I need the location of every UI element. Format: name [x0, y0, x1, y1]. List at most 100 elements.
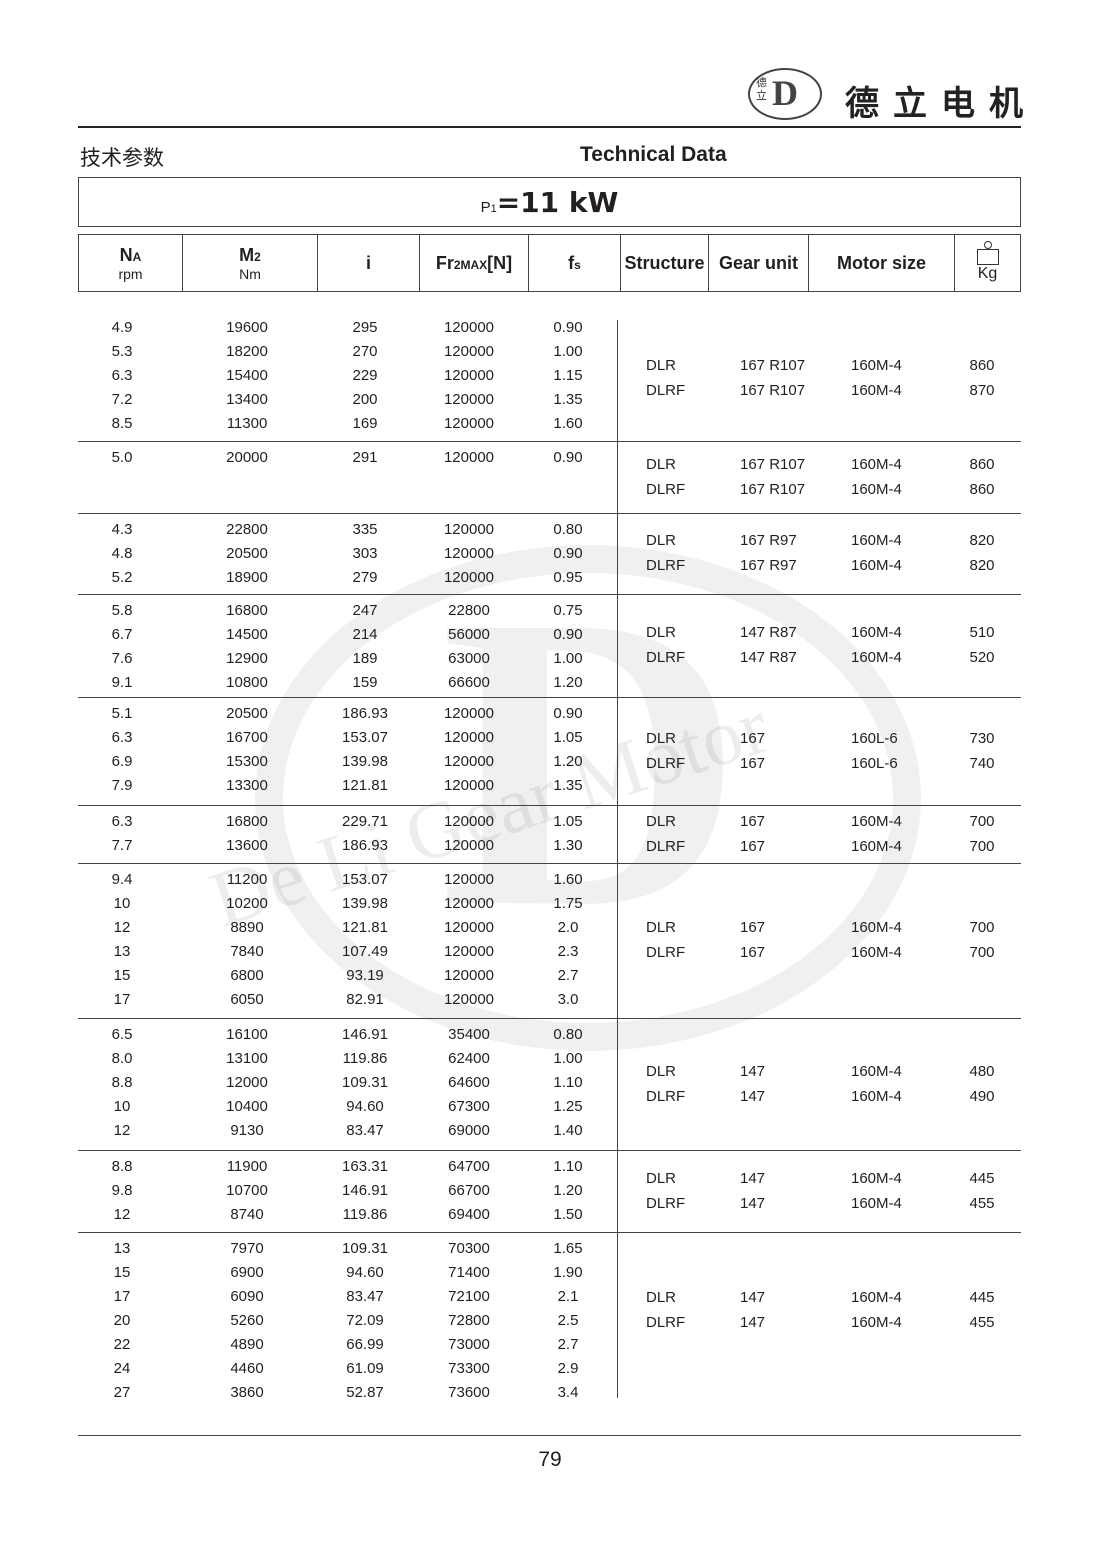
cell-output-torque: 12900: [226, 650, 268, 667]
cell-gear-unit: 147 R87: [740, 624, 797, 641]
cell-output-torque: 7840: [230, 943, 264, 960]
cell-output-torque: 11200: [226, 871, 268, 888]
cell-structure: DLRF: [646, 557, 686, 574]
cell-radial-load: 67300: [448, 1098, 490, 1115]
cell-gear-unit: 147: [740, 1062, 766, 1080]
cell-output-speed: 17: [113, 1288, 131, 1305]
column-divider: [617, 320, 618, 1398]
cell-structure: DLR: [646, 1169, 677, 1187]
cell-motor-size: 160M-4: [851, 649, 902, 666]
group-divider: [78, 513, 1021, 514]
cell-gear-unit: 167: [740, 837, 766, 855]
cell-structure: DLRF: [646, 649, 686, 666]
cell-output-torque: 10800: [226, 674, 268, 691]
cell-ratio: 159: [352, 674, 378, 691]
cell-output-torque: 5260: [230, 1312, 264, 1329]
cell-ratio: 186.93: [342, 837, 388, 854]
cell-output-speed: 8.5: [111, 415, 133, 432]
cell-structure: DLRF: [646, 837, 686, 855]
cell-output-torque: 6090: [230, 1288, 264, 1305]
cell-service-factor: 1.25: [553, 1098, 583, 1115]
cell-service-factor: 2.3: [557, 943, 579, 960]
header-na: NA rpm: [79, 235, 183, 291]
cell-radial-load: 120000: [443, 943, 495, 960]
cell-output-torque: 22800: [226, 521, 268, 538]
cell-radial-load: 120000: [443, 895, 495, 912]
cell-motor-size: 160M-4: [851, 557, 902, 574]
cell-service-factor: 1.20: [553, 674, 583, 691]
cell-radial-load: 70300: [448, 1240, 490, 1257]
cell-motor-size: 160L-6: [851, 729, 898, 747]
cell-ratio: 61.09: [346, 1360, 384, 1377]
cell-radial-load: 120000: [443, 777, 495, 794]
cell-gear-unit: 167: [740, 729, 766, 747]
header-fs: fs: [529, 235, 621, 291]
cell-radial-load: 73600: [448, 1384, 490, 1401]
cell-ratio: 291: [352, 449, 378, 466]
cell-ratio: 66.99: [346, 1336, 384, 1353]
cell-output-speed: 5.3: [111, 343, 133, 360]
cell-radial-load: 120000: [443, 569, 495, 586]
cell-motor-size: 160M-4: [851, 1288, 902, 1306]
header-gear-unit: Gear unit: [709, 235, 809, 291]
cell-output-speed: 7.2: [111, 391, 133, 408]
cell-gear-unit: 167 R97: [740, 532, 797, 549]
cell-output-torque: 16100: [226, 1026, 268, 1043]
cell-weight: 445: [969, 1288, 995, 1306]
cell-output-torque: 13600: [226, 837, 268, 854]
cell-ratio: 119.86: [342, 1206, 388, 1223]
cell-output-speed: 9.1: [111, 674, 133, 691]
cell-structure: DLRF: [646, 1087, 686, 1105]
group-divider: [78, 441, 1021, 442]
cell-service-factor: 1.75: [553, 895, 583, 912]
cell-output-torque: 20500: [226, 545, 268, 562]
cell-ratio: 186.93: [342, 705, 388, 722]
cell-radial-load: 73000: [448, 1336, 490, 1353]
cell-radial-load: 63000: [448, 650, 490, 667]
brand-name: 德立电机: [845, 84, 1037, 124]
cell-gear-unit: 167: [740, 754, 766, 772]
cell-output-torque: 6900: [230, 1264, 264, 1281]
cell-gear-unit: 167 R107: [740, 480, 806, 498]
cell-output-speed: 10: [113, 895, 131, 912]
cell-service-factor: 0.90: [553, 626, 583, 643]
cell-radial-load: 120000: [443, 753, 495, 770]
brand-logo: 德立 D: [748, 68, 822, 120]
header-structure: Structure: [621, 235, 709, 291]
cell-structure: DLRF: [646, 1194, 686, 1212]
cell-ratio: 153.07: [342, 871, 388, 888]
group-divider: [78, 805, 1021, 806]
cell-output-speed: 8.8: [111, 1158, 133, 1175]
cell-ratio: 139.98: [342, 895, 388, 912]
table-header: NA rpm M2 Nm i Fr2MAX[N] fs Structure Gear…: [78, 234, 1021, 292]
cell-service-factor: 3.0: [557, 991, 579, 1008]
cell-service-factor: 2.5: [557, 1312, 579, 1329]
cell-ratio: 214: [352, 626, 378, 643]
cell-ratio: 94.60: [346, 1098, 384, 1115]
cell-structure: DLRF: [646, 754, 686, 772]
cell-weight: 870: [969, 381, 995, 399]
header-weight: Kg: [955, 235, 1020, 291]
cell-output-torque: 13300: [226, 777, 268, 794]
cell-output-speed: 5.8: [111, 602, 133, 619]
cell-output-torque: 7970: [230, 1240, 264, 1257]
cell-ratio: 247: [352, 602, 378, 619]
cell-motor-size: 160M-4: [851, 455, 902, 473]
cell-radial-load: 35400: [448, 1026, 490, 1043]
cell-motor-size: 160M-4: [851, 812, 902, 830]
cell-output-torque: 12000: [226, 1074, 268, 1091]
group-divider: [78, 594, 1021, 595]
cell-service-factor: 1.10: [553, 1074, 583, 1091]
cell-service-factor: 1.35: [553, 391, 583, 408]
cell-output-torque: 16800: [226, 602, 268, 619]
cell-structure: DLR: [646, 624, 677, 641]
cell-output-torque: 10400: [226, 1098, 268, 1115]
cell-ratio: 93.19: [346, 967, 384, 984]
cell-ratio: 119.86: [342, 1050, 388, 1067]
cell-ratio: 94.60: [346, 1264, 384, 1281]
cell-gear-unit: 147: [740, 1313, 766, 1331]
cell-structure: DLR: [646, 812, 677, 830]
cell-output-speed: 13: [113, 943, 131, 960]
cell-motor-size: 160L-6: [851, 754, 898, 772]
